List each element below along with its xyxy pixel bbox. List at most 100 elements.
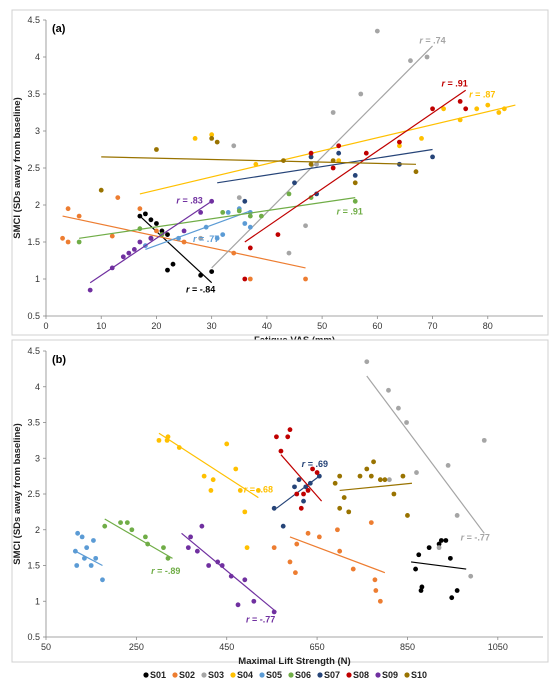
r-label: r = .77 bbox=[193, 234, 219, 244]
data-point bbox=[419, 136, 424, 141]
data-point bbox=[372, 577, 378, 583]
legend-marker bbox=[172, 672, 178, 678]
series-s10 bbox=[332, 459, 413, 518]
data-point bbox=[408, 58, 413, 64]
data-point bbox=[298, 505, 304, 511]
data-point bbox=[447, 555, 453, 561]
data-point bbox=[148, 235, 154, 241]
series-s10 bbox=[98, 136, 419, 193]
data-point bbox=[201, 473, 207, 479]
legend-item-s02: S02 bbox=[172, 670, 195, 680]
r-symbol: r bbox=[337, 207, 341, 217]
data-point bbox=[310, 466, 315, 472]
data-point bbox=[314, 191, 319, 197]
series-s03: r = -.77 bbox=[364, 359, 490, 579]
data-point bbox=[285, 434, 291, 440]
data-point bbox=[87, 287, 93, 293]
data-point bbox=[438, 538, 444, 543]
data-point bbox=[364, 359, 370, 365]
data-point bbox=[413, 169, 419, 175]
data-point bbox=[74, 563, 80, 568]
panel-label: (a) bbox=[52, 23, 66, 35]
data-point bbox=[332, 480, 338, 486]
series-s04: r = -.68 bbox=[156, 432, 273, 551]
data-point bbox=[137, 213, 143, 219]
data-point bbox=[397, 139, 402, 145]
data-point bbox=[341, 495, 347, 500]
r-symbol: r bbox=[244, 485, 248, 495]
data-point bbox=[474, 106, 480, 112]
legend-marker bbox=[404, 672, 410, 678]
r-label: r = .91 bbox=[337, 207, 363, 217]
data-point bbox=[436, 541, 442, 547]
data-point bbox=[129, 527, 135, 533]
data-point bbox=[352, 180, 358, 186]
y-tick-label: 2.5 bbox=[27, 489, 40, 499]
x-tick-label: 650 bbox=[310, 642, 325, 652]
data-point bbox=[118, 520, 123, 525]
data-point bbox=[154, 221, 159, 226]
y-tick-label: 0.5 bbox=[27, 632, 40, 642]
data-point bbox=[400, 473, 406, 479]
data-point bbox=[247, 224, 253, 230]
data-point bbox=[219, 563, 225, 568]
data-point bbox=[281, 158, 286, 164]
x-tick-label: 850 bbox=[400, 642, 415, 652]
data-point bbox=[199, 523, 205, 529]
y-tick-label: 4 bbox=[35, 382, 40, 392]
y-tick-label: 4.5 bbox=[27, 15, 40, 25]
data-point bbox=[377, 477, 383, 483]
data-point bbox=[352, 173, 358, 178]
data-point bbox=[235, 602, 241, 608]
r-symbol: r bbox=[186, 284, 190, 294]
r-symbol: r bbox=[441, 79, 445, 89]
data-point bbox=[242, 509, 248, 515]
series-s01 bbox=[410, 538, 467, 601]
data-point bbox=[336, 150, 342, 156]
data-point bbox=[308, 150, 314, 156]
data-point bbox=[293, 570, 298, 576]
data-point bbox=[443, 538, 449, 543]
data-point bbox=[287, 559, 293, 565]
data-point bbox=[253, 161, 259, 167]
data-point bbox=[237, 488, 243, 493]
data-point bbox=[247, 245, 253, 251]
series-s09: r = -.77 bbox=[181, 523, 277, 625]
data-point bbox=[145, 541, 151, 547]
data-point bbox=[206, 563, 212, 568]
data-point bbox=[181, 228, 187, 234]
data-point bbox=[316, 534, 322, 540]
data-point bbox=[449, 595, 455, 601]
data-point bbox=[124, 520, 130, 525]
y-axis-title: SMCI (SDs away from baseline) bbox=[12, 97, 23, 238]
data-point bbox=[244, 545, 250, 551]
data-point bbox=[247, 213, 253, 219]
data-point bbox=[386, 477, 392, 483]
legend-label: S06 bbox=[295, 670, 311, 680]
data-point bbox=[305, 530, 311, 536]
data-point bbox=[176, 235, 181, 241]
series-s02 bbox=[271, 520, 386, 604]
data-point bbox=[228, 573, 234, 579]
legend-label: S07 bbox=[324, 670, 340, 680]
legend-marker bbox=[346, 672, 352, 678]
data-point bbox=[287, 427, 293, 433]
legend-label: S10 bbox=[411, 670, 427, 680]
data-point bbox=[231, 143, 237, 149]
legend: S01 S02 S03 S04 S05 S06 S07 S08 S09 S10 bbox=[143, 670, 427, 680]
data-point bbox=[148, 217, 154, 223]
data-point bbox=[215, 559, 221, 565]
trend-line bbox=[366, 375, 485, 534]
r-value: = .83 bbox=[180, 196, 203, 206]
data-point bbox=[165, 555, 171, 561]
data-point bbox=[203, 224, 209, 230]
data-point bbox=[84, 545, 90, 551]
data-point bbox=[161, 545, 166, 551]
trend-line bbox=[104, 518, 173, 559]
y-tick-label: 4.5 bbox=[27, 346, 40, 356]
data-point bbox=[165, 232, 170, 238]
data-point bbox=[454, 513, 460, 518]
series-s06: r = -.89 bbox=[102, 518, 180, 576]
x-tick-label: 60 bbox=[372, 321, 382, 331]
data-point bbox=[457, 99, 463, 104]
